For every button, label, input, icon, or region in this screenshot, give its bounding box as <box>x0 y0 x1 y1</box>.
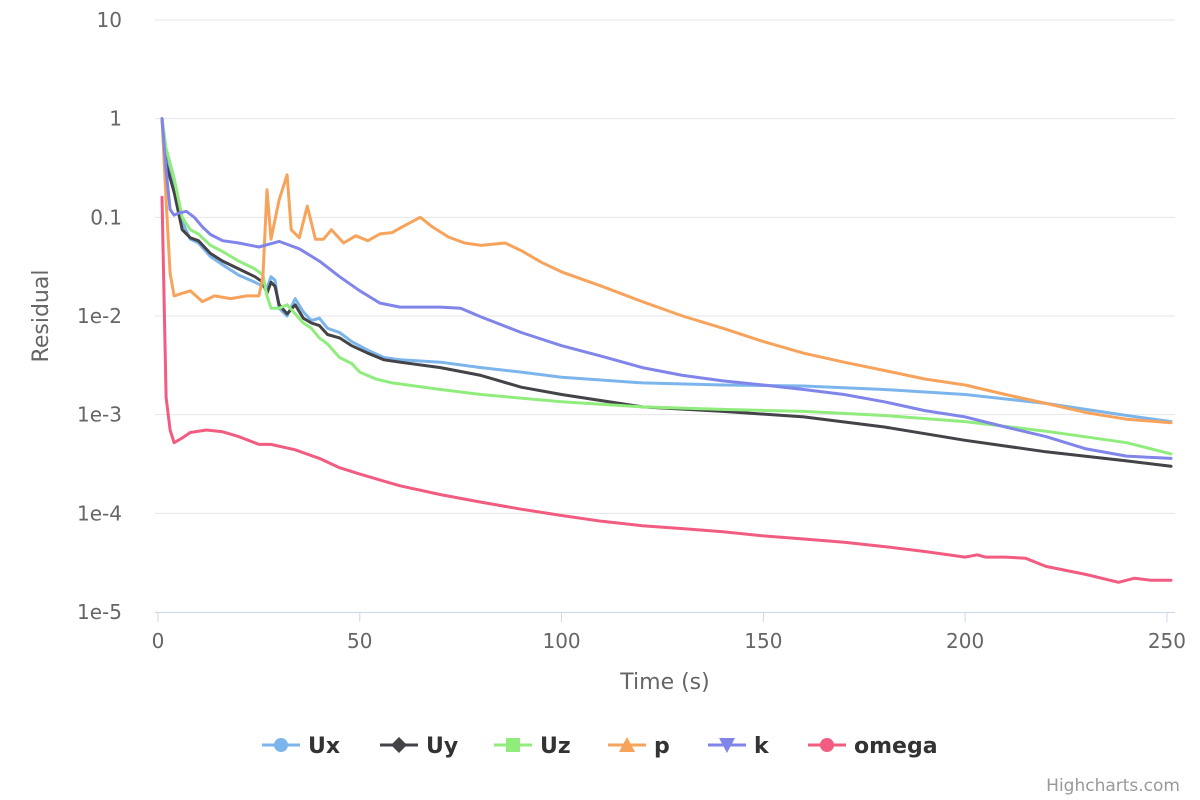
series-line-p[interactable] <box>160 117 1173 425</box>
legend-circle-icon <box>820 738 834 752</box>
series-line-uz[interactable] <box>160 117 1173 456</box>
series-line-uy[interactable] <box>160 117 1173 468</box>
legend-triangle-down-icon <box>719 738 735 753</box>
y-tick-label: 1e-5 <box>77 600 122 624</box>
legend-triangle-icon <box>619 737 635 752</box>
series-lines <box>160 117 1173 584</box>
x-tick-label: 0 <box>152 629 165 653</box>
x-axis-title: Time (s) <box>619 670 709 695</box>
legend-item-ux[interactable]: Ux <box>262 734 340 759</box>
y-tick-label: 1e-2 <box>77 304 122 328</box>
y-tick-label: 0.1 <box>90 205 122 229</box>
y-tick-label: 1 <box>109 107 122 131</box>
legend-label: omega <box>854 734 938 759</box>
series-line-ux[interactable] <box>160 117 1173 424</box>
legend-label: Ux <box>308 734 340 759</box>
legend-item-uz[interactable]: Uz <box>494 734 571 759</box>
legend-diamond-icon <box>391 737 407 753</box>
y-tick-label: 1e-4 <box>77 501 122 525</box>
y-axis-title: Residual <box>29 270 54 363</box>
x-tick-label: 150 <box>744 629 782 653</box>
legend: Ux Uy Uz p k omega <box>262 734 938 759</box>
x-tick-label: 100 <box>542 629 580 653</box>
legend-item-k[interactable]: k <box>708 734 770 759</box>
legend-label: Uy <box>426 734 458 759</box>
credits-link[interactable]: Highcharts.com <box>1046 776 1180 796</box>
legend-item-omega[interactable]: omega <box>808 734 938 759</box>
legend-label: k <box>754 734 770 759</box>
x-tick-label: 250 <box>1148 629 1186 653</box>
legend-item-uy[interactable]: Uy <box>380 734 458 759</box>
series-line-omega[interactable] <box>160 195 1173 584</box>
series-line-k[interactable] <box>160 117 1173 460</box>
legend-label: p <box>654 734 670 759</box>
legend-label: Uz <box>540 734 571 759</box>
y-tick-label: 1e-3 <box>77 403 122 427</box>
grid-lines <box>155 19 1175 514</box>
x-tick-label: 200 <box>946 629 984 653</box>
legend-circle-icon <box>274 738 288 752</box>
legend-item-p[interactable]: p <box>608 734 670 759</box>
y-tick-label: 10 <box>97 8 122 32</box>
legend-square-icon <box>506 738 520 752</box>
x-tick-label: 50 <box>347 629 372 653</box>
